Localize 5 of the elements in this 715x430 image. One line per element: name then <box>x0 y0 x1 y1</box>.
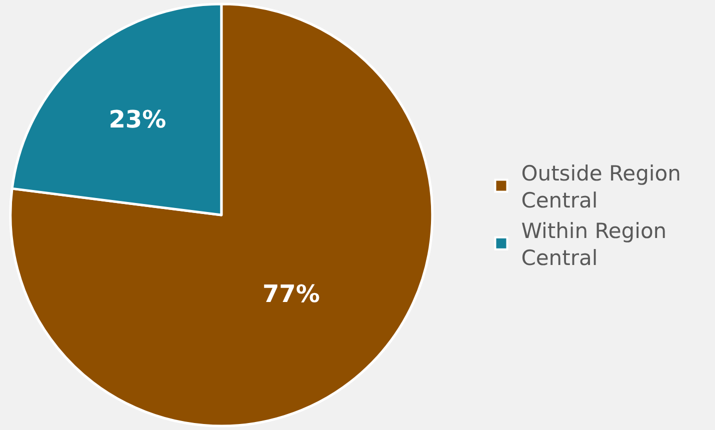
legend-label: Within Region Central <box>521 218 667 270</box>
legend-label: Outside Region Central <box>521 161 681 213</box>
data-label: 23% <box>108 106 166 134</box>
pie-slice <box>9 2 434 428</box>
data-label: 77% <box>262 280 320 308</box>
